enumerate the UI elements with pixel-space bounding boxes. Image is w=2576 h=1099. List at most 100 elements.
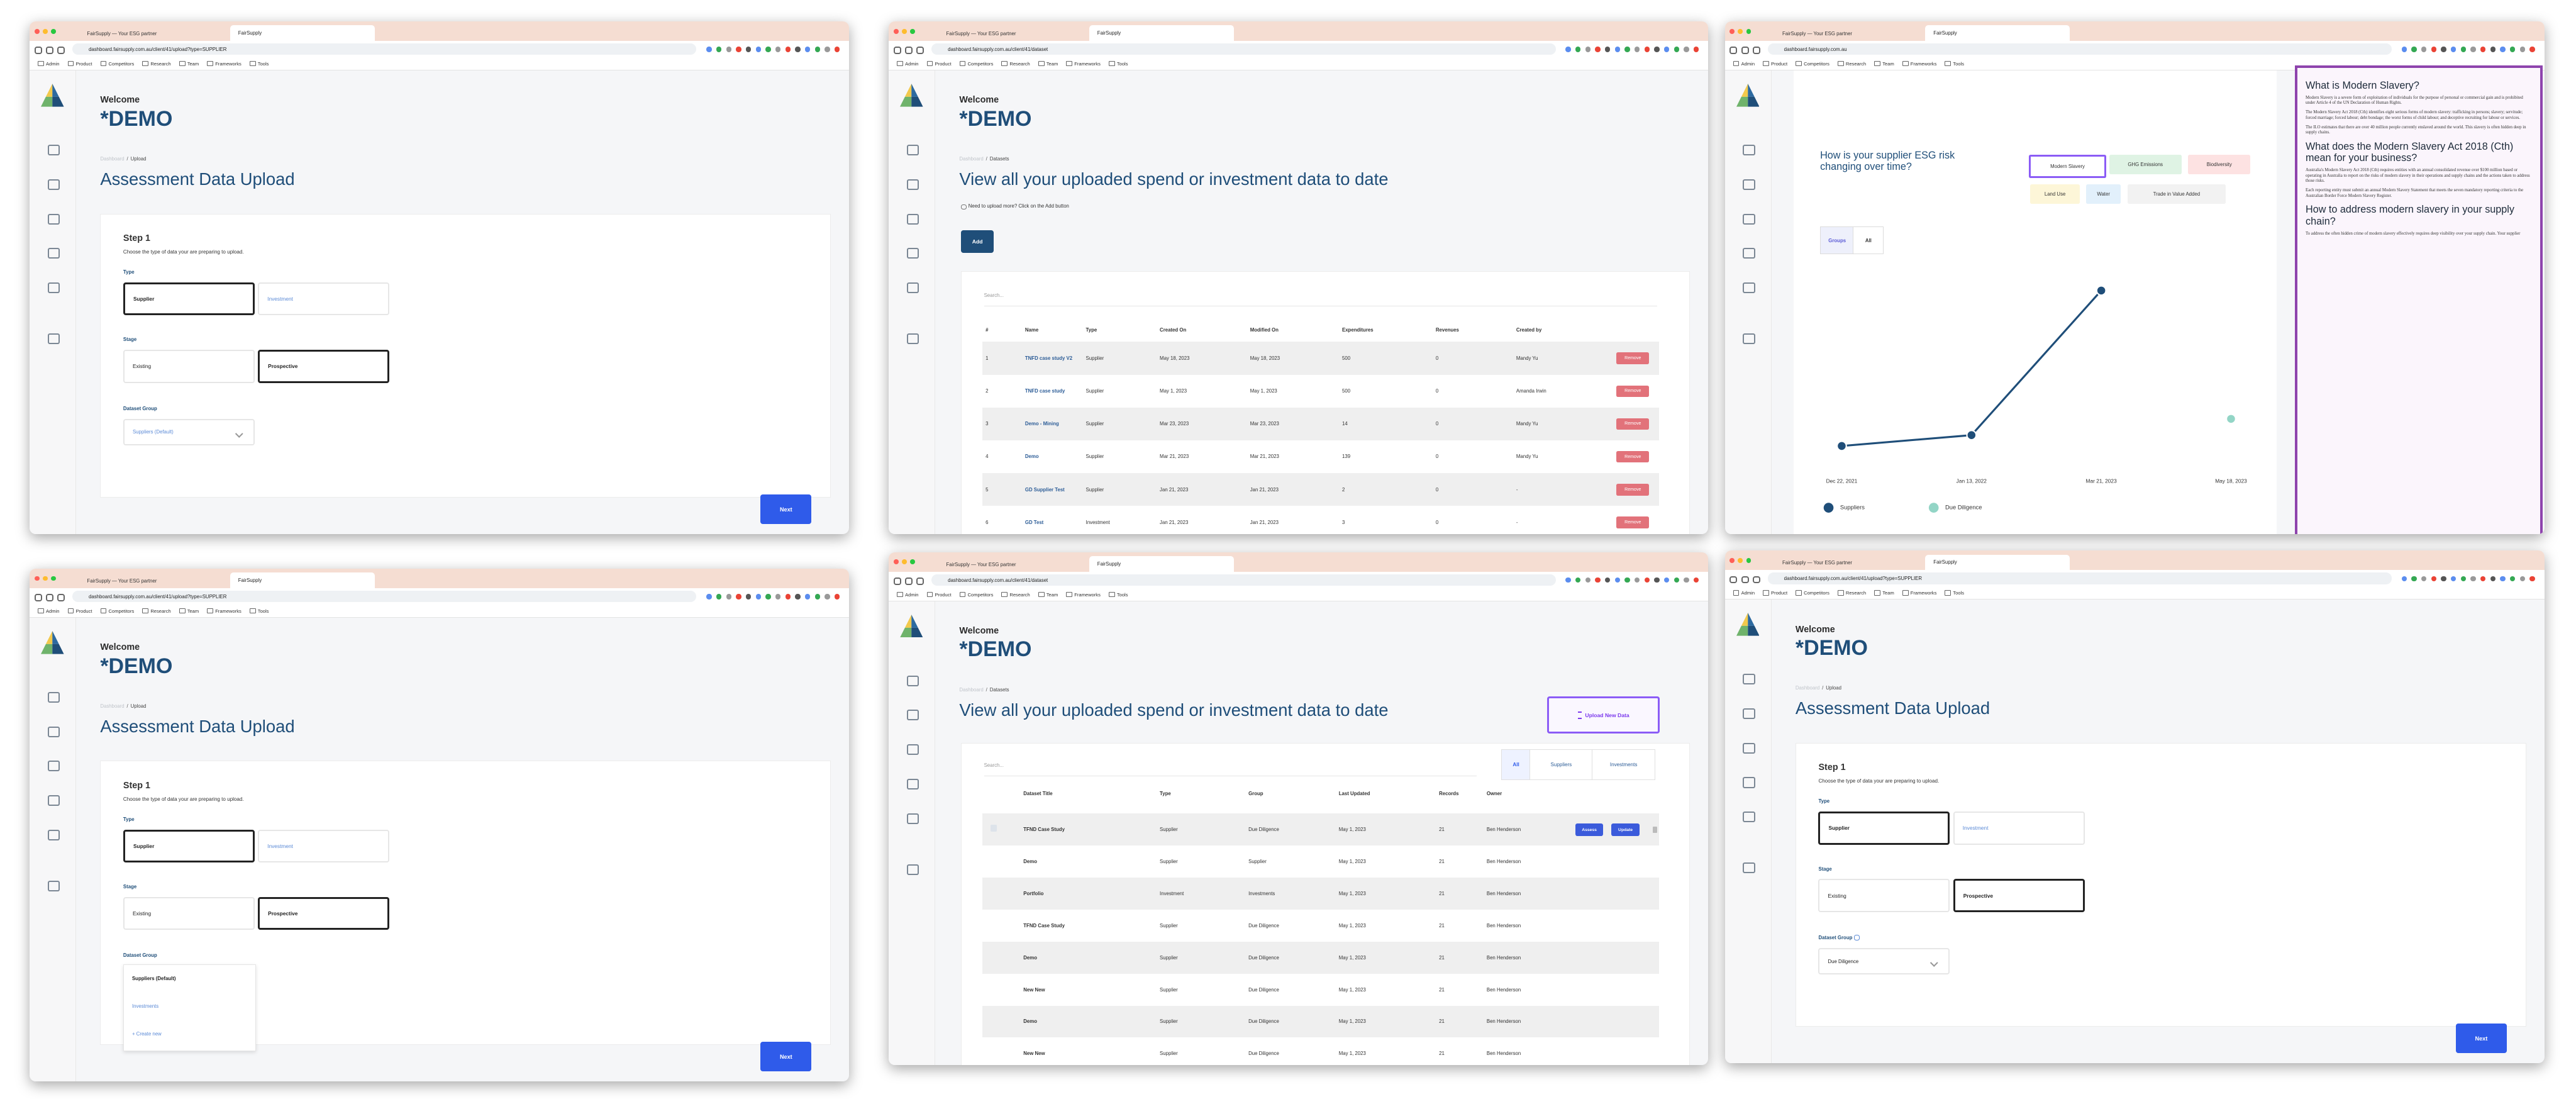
nav-icon[interactable] [1743,144,1755,155]
remove-button[interactable]: Remove [1616,450,1650,463]
filter-chip[interactable]: Trade in Value Added [2127,184,2226,204]
browser-tab[interactable]: FairSupply — Your ESG partner [946,31,1016,37]
bookmark[interactable]: Admin [1733,590,1755,596]
nav-icon[interactable] [1743,179,1755,190]
nav-icon[interactable] [906,248,919,259]
option-button[interactable]: Existing [123,897,255,930]
filter-chip[interactable]: Land Use [2030,184,2080,204]
nav-icon[interactable] [905,47,913,55]
nav-icon[interactable] [47,144,60,155]
delete-icon[interactable] [1652,826,1658,834]
browser-tab[interactable]: FairSupply — Your ESG partner [1782,560,1852,566]
bookmark[interactable]: Team [1874,61,1894,67]
nav-icon[interactable] [905,577,913,585]
bookmark[interactable]: Competitors [959,592,993,598]
nav-icon[interactable] [916,47,924,55]
option-button[interactable]: Supplier [1818,812,1950,845]
nav-icon[interactable] [47,795,60,806]
select[interactable]: Suppliers (Default) [123,419,255,445]
nav-icon[interactable] [57,594,65,602]
nav-icon[interactable] [906,282,919,294]
next-button[interactable]: Next [760,494,812,525]
bookmark[interactable]: Competitors [100,61,134,67]
nav-icon[interactable] [1743,742,1755,754]
bookmark[interactable]: Tools [249,61,269,67]
breadcrumb-link[interactable]: Dashboard [1795,685,1820,691]
browser-tab[interactable]: FairSupply — Your ESG partner [87,31,157,37]
bookmark[interactable]: Research [1837,590,1866,596]
bookmark[interactable]: Team [179,61,199,67]
bookmark[interactable]: Frameworks [207,61,242,67]
nav-icon[interactable] [916,577,924,585]
bookmark[interactable]: Admin [897,592,919,598]
nav-icon[interactable] [1741,47,1749,55]
nav-icon[interactable] [1743,708,1755,719]
nav-icon[interactable] [1743,777,1755,788]
bookmark[interactable]: Research [1001,592,1030,598]
browser-tab[interactable]: FairSupply — Your ESG partner [87,577,157,584]
option-button[interactable]: Prospective [258,897,390,930]
nav-icon[interactable] [1743,862,1755,874]
nav-icon[interactable] [47,282,60,294]
address-bar[interactable]: dashboard.fairsupply.com.au [1767,43,2392,55]
browser-tab[interactable]: FairSupply [1925,25,2070,42]
nav-icon[interactable] [47,881,60,892]
nav-icon[interactable] [1743,812,1755,823]
filter-chip[interactable]: Water [2086,184,2121,204]
bookmark[interactable]: Product [926,592,952,598]
bookmark[interactable]: Research [1001,61,1030,67]
bookmark[interactable]: Product [926,61,952,67]
nav-icon[interactable] [906,144,919,155]
nav-icon[interactable] [906,213,919,225]
bookmark[interactable]: Competitors [959,61,993,67]
filter-chip[interactable]: Biodiversity [2188,154,2251,174]
nav-icon[interactable] [1743,673,1755,684]
bookmark[interactable]: Team [1038,592,1058,598]
nav-icon[interactable] [893,577,901,585]
nav-icon[interactable] [1729,47,1738,55]
bookmark[interactable]: Product [1763,61,1787,67]
nav-icon[interactable] [1743,333,1755,345]
nav-icon[interactable] [1752,576,1760,584]
browser-tab[interactable]: FairSupply [1089,25,1234,42]
bookmark[interactable]: Admin [38,61,59,67]
bookmark[interactable]: Team [179,608,199,614]
address-bar[interactable]: dashboard.fairsupply.com.au/client/41/up… [1767,572,2392,584]
nav-icon[interactable] [906,864,919,875]
nav-icon[interactable] [906,333,919,345]
breadcrumb-link[interactable]: Dashboard [959,686,984,693]
bookmark[interactable]: Competitors [100,608,134,614]
bookmark[interactable]: Admin [897,61,919,67]
nav-icon[interactable] [47,213,60,225]
nav-icon[interactable] [47,248,60,259]
nav-icon[interactable] [47,179,60,190]
bookmark[interactable]: Frameworks [1902,61,1936,67]
nav-icon[interactable] [34,47,42,55]
nav-icon[interactable] [47,691,60,703]
nav-icon[interactable] [906,675,919,686]
option-button[interactable]: Investment [258,282,390,316]
toggle-button[interactable]: Groups [1820,226,1855,255]
filter-chip[interactable]: GHG Emissions [2109,154,2182,174]
next-button[interactable]: Next [2455,1024,2507,1054]
bookmark[interactable]: Frameworks [1066,592,1101,598]
nav-icon[interactable] [906,744,919,756]
bookmark[interactable]: Admin [1733,61,1755,67]
breadcrumb-link[interactable]: Dashboard [959,156,984,162]
dropdown-option[interactable]: Suppliers (Default) [131,975,176,981]
next-button[interactable]: Next [760,1042,812,1072]
nav-icon[interactable] [906,779,919,790]
row-action-button[interactable]: Update [1611,823,1640,837]
add-button[interactable]: Add [961,230,994,254]
bookmark[interactable]: Tools [1108,592,1128,598]
browser-tab[interactable]: FairSupply [230,25,375,42]
dropdown-option[interactable]: Investments [131,1003,159,1010]
nav-icon[interactable] [1743,282,1755,294]
bookmark[interactable]: Product [1763,590,1787,596]
filter-chip[interactable]: Modern Slavery [2028,154,2107,178]
bookmark[interactable]: Team [1038,61,1058,67]
bookmark[interactable]: Team [1874,590,1894,596]
bookmark[interactable]: Frameworks [207,608,242,614]
search-input[interactable]: Search... [984,293,1658,306]
bookmark[interactable]: Tools [249,608,269,614]
